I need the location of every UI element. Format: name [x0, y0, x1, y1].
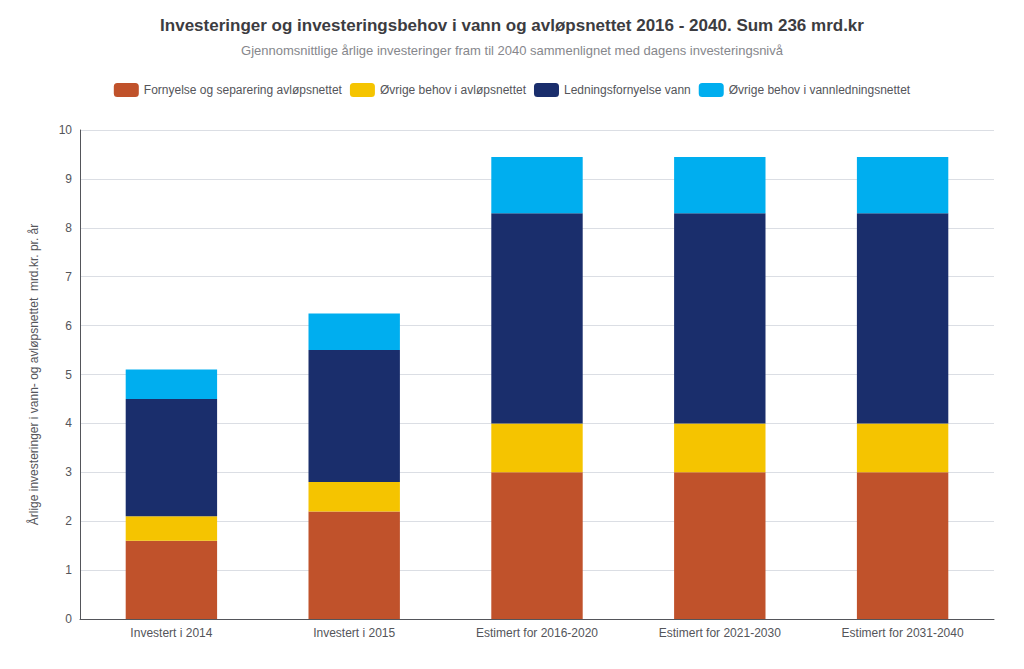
svg-text:0: 0 — [65, 612, 72, 626]
svg-text:2: 2 — [65, 514, 72, 528]
svg-text:4: 4 — [65, 416, 72, 430]
svg-text:Investeringer og investeringsb: Investeringer og investeringsbehov i van… — [160, 16, 864, 35]
svg-text:Årlige investeringer i vann- o: Årlige investeringer i vann- og avløpsne… — [26, 224, 41, 525]
svg-text:5: 5 — [65, 368, 72, 382]
svg-text:Fornyelse og separering avløps: Fornyelse og separering avløpsnettet — [144, 83, 343, 97]
svg-text:Ledningsfornyelse vann: Ledningsfornyelse vann — [564, 83, 691, 97]
svg-text:Investert i 2014: Investert i 2014 — [130, 626, 212, 640]
svg-text:3: 3 — [65, 465, 72, 479]
svg-text:Investert i 2015: Investert i 2015 — [313, 626, 395, 640]
svg-text:Øvrige behov i vannledningsnet: Øvrige behov i vannledningsnettet — [729, 83, 911, 97]
svg-text:Estimert for 2016-2020: Estimert for 2016-2020 — [476, 626, 598, 640]
svg-text:7: 7 — [65, 270, 72, 284]
svg-text:Estimert for 2021-2030: Estimert for 2021-2030 — [659, 626, 781, 640]
svg-text:9: 9 — [65, 172, 72, 186]
svg-text:6: 6 — [65, 319, 72, 333]
svg-text:1: 1 — [65, 563, 72, 577]
svg-text:Estimert for 2031-2040: Estimert for 2031-2040 — [842, 626, 964, 640]
svg-text:10: 10 — [59, 123, 73, 137]
svg-text:Øvrige behov i avløpsnettet: Øvrige behov i avløpsnettet — [380, 83, 527, 97]
svg-text:Gjennomsnittlige årlige invest: Gjennomsnittlige årlige investeringer fr… — [241, 43, 784, 58]
svg-text:8: 8 — [65, 221, 72, 235]
